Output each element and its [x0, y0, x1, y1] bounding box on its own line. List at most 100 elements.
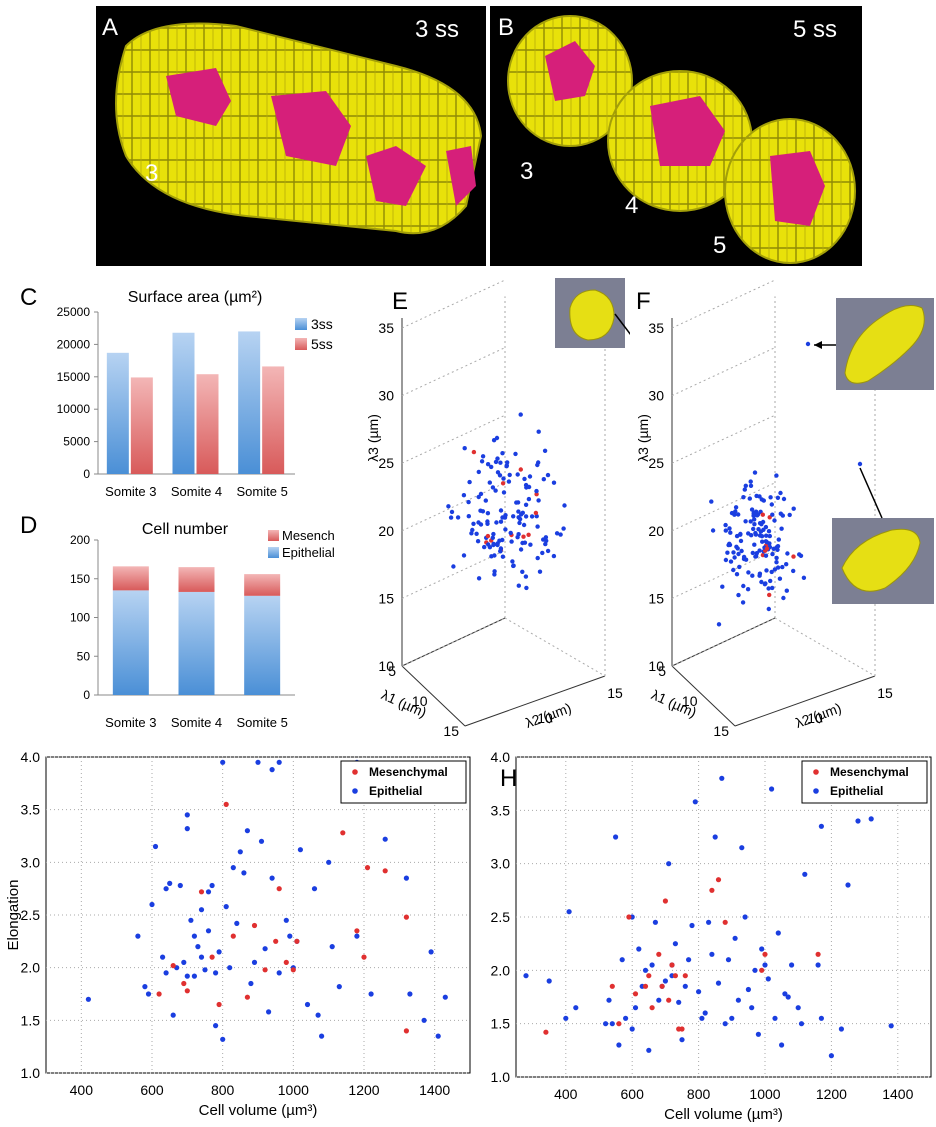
- chart-f-point-epithelial: [770, 512, 775, 517]
- chart-f-point-epithelial: [731, 567, 736, 573]
- chart-h-xlabel: Cell volume (µm³): [664, 1106, 783, 1123]
- chart-f-point-epithelial: [778, 490, 783, 496]
- chart-c-bar-5ss-1: [196, 374, 219, 474]
- chart-h-point-mesenchymal: [642, 983, 649, 989]
- chart-g-point-epithelial: [170, 1012, 176, 1018]
- chart-e-zgrid: [401, 347, 506, 397]
- chart-e-point-epithelial: [511, 563, 516, 569]
- panel-f-letter: F: [636, 288, 651, 315]
- chart-g-xtick-label: 400: [70, 1082, 94, 1098]
- chart-f-point-epithelial: [791, 568, 796, 574]
- chart-g-ytick-label: 3.0: [21, 854, 41, 870]
- chart-h-point-mesenchymal: [659, 983, 665, 989]
- chart-g-point-epithelial: [329, 944, 335, 950]
- chart-e-point-epithelial: [535, 524, 540, 529]
- chart-e-point-epithelial: [461, 553, 467, 558]
- chart-g-ytick-label: 2.5: [21, 907, 41, 923]
- chart-f-point-epithelial: [752, 522, 757, 527]
- chart-h-point-epithelial: [603, 1021, 609, 1027]
- chart-g-point-mesenchymal: [262, 967, 268, 973]
- chart-e-point-epithelial: [544, 538, 549, 543]
- panel-b-letter: B: [498, 14, 515, 41]
- chart-f-point-mesenchymal: [767, 592, 772, 598]
- chart-g-point-mesenchymal: [294, 938, 300, 944]
- chart-h-point-epithelial: [745, 986, 751, 993]
- chart-f-point-epithelial: [720, 584, 725, 589]
- chart-f-point-epithelial: [731, 550, 736, 555]
- chart-e-zgrid: [401, 279, 506, 329]
- chart-g-xtick-label: 1000: [278, 1082, 309, 1098]
- chart-e-point-epithelial: [485, 511, 491, 516]
- chart-f-point-epithelial: [752, 542, 757, 547]
- chart-e-point-epithelial: [500, 554, 506, 559]
- chart-h-point-epithelial: [789, 962, 795, 968]
- chart-g-point-mesenchymal: [290, 967, 296, 973]
- chart-e-point-epithelial: [517, 520, 522, 526]
- chart-g-point-epithelial: [152, 843, 159, 850]
- chart-f-inset-cell-shape-top: [844, 305, 925, 384]
- chart-h-point-epithelial: [629, 1026, 635, 1032]
- chart-h-point-mesenchymal: [669, 962, 675, 968]
- chart-e-point-epithelial: [545, 472, 551, 478]
- chart-g-point-epithelial: [336, 984, 342, 990]
- chart-e-point-epithelial: [448, 515, 454, 520]
- chart-h-point-epithelial: [759, 946, 765, 952]
- chart-c-legend-label: 5ss: [311, 336, 333, 352]
- chart-g-point-epithelial: [184, 973, 190, 979]
- panel-d-letter: D: [20, 512, 38, 539]
- chart-e-point-epithelial: [554, 531, 560, 536]
- chart-e-point-epithelial: [516, 532, 521, 537]
- chart-g-point-epithelial: [255, 759, 261, 765]
- chart-f-point-epithelial: [801, 575, 807, 580]
- chart-e-point-epithelial: [523, 574, 529, 579]
- chart-e-point-epithelial: [474, 531, 479, 536]
- chart-e-floor-grid: [504, 617, 606, 677]
- chart-g-point-epithelial: [442, 994, 448, 1000]
- chart-e-point-epithelial: [524, 585, 529, 591]
- chart-f-point-epithelial: [733, 505, 739, 510]
- chart-g-point-epithelial: [276, 759, 282, 765]
- chart-e-point-epithelial: [561, 526, 566, 531]
- chart-f-point-epithelial: [759, 579, 764, 585]
- chart-e-point-epithelial: [509, 539, 514, 544]
- chart-h-point-epithelial: [563, 1015, 569, 1021]
- chart-h-point-epithelial: [715, 980, 722, 986]
- chart-h-legend-marker: [813, 788, 819, 794]
- chart-d-legend-label: Mesench: [282, 528, 335, 543]
- chart-f-point-epithelial: [772, 567, 778, 572]
- chart-e-ytick-label: 10: [537, 710, 553, 726]
- chart-g-ytick-label: 3.5: [21, 802, 41, 818]
- chart-f-point-epithelial: [764, 568, 769, 573]
- chart-f-zgrid: [671, 279, 776, 329]
- chart-f-point-epithelial: [751, 526, 756, 532]
- chart-e-ytick-label: 5: [471, 735, 479, 738]
- chart-e-point-epithelial: [534, 488, 539, 494]
- chart-c-ytick-label: 0: [83, 467, 90, 481]
- chart-g-point-epithelial: [311, 886, 318, 892]
- chart-f-point-epithelial: [759, 534, 765, 539]
- chart-h-point-epithelial: [682, 983, 688, 989]
- chart-e-point-epithelial: [515, 472, 520, 477]
- chart-g-point-mesenchymal: [170, 963, 176, 969]
- chart-e-point-epithelial: [476, 576, 482, 581]
- chart-h-ytick-label: 2.0: [491, 962, 511, 978]
- chart-f-point-epithelial: [755, 512, 761, 517]
- chart-g-point-epithelial: [184, 812, 190, 818]
- chart-h-point-epithelial: [888, 1023, 894, 1029]
- chart-g-point-epithelial: [354, 933, 360, 939]
- chart-e-point-mesenchymal: [500, 481, 506, 486]
- chart-g-point-epithelial: [184, 826, 190, 832]
- chart-h-point-epithelial: [735, 997, 741, 1003]
- chart-h-point-mesenchymal: [616, 1021, 622, 1027]
- chart-e-xlabel: λ1 (µm): [379, 686, 429, 720]
- panel-a-image: [96, 6, 486, 266]
- chart-c-ytick-label: 25000: [57, 305, 91, 319]
- chart-f-point-epithelial: [781, 595, 786, 601]
- chart-f-point-outlier: [857, 461, 863, 467]
- chart-f-zgrid: [671, 347, 776, 397]
- chart-h-point-epithelial: [689, 922, 695, 929]
- chart-f-point-epithelial: [787, 512, 792, 518]
- chart-e-point-epithelial: [476, 469, 481, 475]
- chart-c-ytick-label: 15000: [57, 370, 91, 384]
- chart-h-point-mesenchymal: [722, 919, 728, 925]
